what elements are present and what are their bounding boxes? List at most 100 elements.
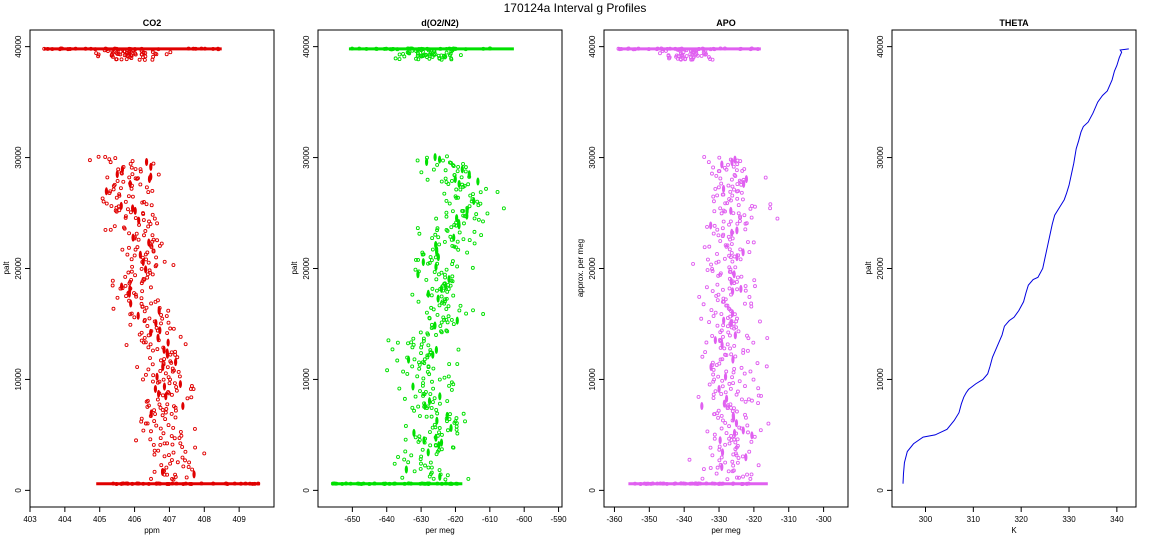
data-point [626,46,631,51]
data-point [153,412,157,416]
data-point [416,257,421,262]
data-point [395,47,400,52]
data-point-cluster [750,431,754,440]
data-point [701,302,706,307]
data-point [121,179,126,184]
x-tick-label: 310 [967,515,981,524]
data-point [96,154,101,159]
data-point [168,326,173,331]
data-point [424,414,429,419]
data-point [681,50,686,55]
data-point [438,46,443,51]
y-tick-label: 0 [14,488,23,493]
data-point [144,202,149,207]
data-point [165,365,170,370]
data-point [755,47,760,52]
data-point [711,367,716,372]
data-point [435,481,440,486]
data-point [116,52,121,57]
data-point [726,183,731,188]
data-point [715,193,720,198]
data-point [427,47,432,52]
data-point [111,47,116,52]
data-point [702,51,707,56]
data-point-cluster [722,399,726,408]
data-point [216,46,220,51]
data-point [419,170,424,175]
data-point [186,46,191,51]
data-point [401,52,406,56]
data-point [434,407,439,412]
data-point [730,236,735,241]
data-point [731,463,736,468]
data-point [411,342,416,347]
data-point [160,408,165,412]
data-point [749,46,754,51]
data-point [150,188,155,193]
x-tick-label: 405 [93,515,107,524]
panel-d-o2-n2: d(O2/N2) per meg palt -650 -640 -630 -620 -6… [290,18,567,535]
data-points [616,46,780,486]
data-point-cluster [741,426,745,435]
data-point-cluster [131,204,135,213]
data-point [722,46,727,51]
data-point [417,47,422,52]
data-point [152,419,157,424]
data-point [708,445,713,450]
data-point [158,368,163,373]
data-point-cluster [720,448,725,457]
x-tick-label: 320 [1014,515,1028,524]
data-point [718,239,723,243]
data-point [151,54,156,59]
data-point [732,406,736,411]
data-point [442,239,447,244]
data-point [730,459,735,464]
data-point [710,267,715,271]
data-point [737,379,742,384]
data-point [364,46,369,51]
data-point [650,481,655,486]
data-point [68,47,73,51]
data-point-cluster [457,219,461,228]
data-point [142,200,146,204]
data-point [421,391,426,396]
data-point [727,307,732,312]
data-point [711,372,716,377]
data-point [756,401,761,406]
data-point [445,154,449,159]
data-point [430,236,435,241]
data-point [415,226,420,231]
data-point-cluster [455,214,459,223]
x-tick-label: 407 [163,515,177,524]
data-point [162,441,167,446]
data-point [166,423,171,428]
data-point-cluster [453,175,457,184]
data-point [463,165,468,170]
data-point [619,46,624,51]
data-point [720,378,725,383]
data-point [676,54,681,59]
data-point [728,402,733,407]
data-point-cluster [729,206,733,215]
data-point [446,282,451,287]
data-point [712,377,717,382]
data-point [488,46,493,51]
data-point [717,458,722,463]
data-point [445,228,450,233]
data-point [726,330,731,335]
data-point [169,360,174,365]
data-point [165,331,170,336]
data-point [144,257,149,262]
data-point [155,397,160,402]
data-point [439,179,444,184]
plot-frame [317,29,563,508]
data-point-cluster [154,319,158,328]
data-point [429,414,434,419]
data-point [738,46,743,51]
data-point [472,229,477,234]
data-point [717,482,721,486]
data-point [461,209,466,213]
data-point [452,173,457,177]
data-point [727,441,732,446]
data-point [164,314,169,318]
